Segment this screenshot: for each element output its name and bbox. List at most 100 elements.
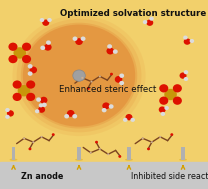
Circle shape bbox=[184, 38, 191, 45]
Circle shape bbox=[151, 141, 153, 143]
Circle shape bbox=[40, 97, 47, 104]
Circle shape bbox=[23, 25, 135, 127]
Circle shape bbox=[159, 136, 161, 138]
Circle shape bbox=[17, 19, 141, 132]
Circle shape bbox=[41, 136, 43, 138]
Ellipse shape bbox=[10, 159, 17, 161]
Circle shape bbox=[12, 15, 146, 136]
Circle shape bbox=[67, 110, 74, 117]
Circle shape bbox=[107, 153, 109, 155]
Circle shape bbox=[8, 43, 17, 51]
Circle shape bbox=[159, 97, 168, 105]
Circle shape bbox=[39, 103, 43, 107]
Circle shape bbox=[26, 93, 35, 101]
Circle shape bbox=[28, 64, 33, 68]
Text: Zn anode: Zn anode bbox=[21, 172, 63, 181]
Bar bbox=[77, 147, 81, 160]
Circle shape bbox=[159, 84, 168, 92]
Circle shape bbox=[106, 48, 114, 54]
Circle shape bbox=[110, 73, 113, 75]
Circle shape bbox=[46, 40, 51, 45]
Ellipse shape bbox=[125, 159, 133, 161]
Circle shape bbox=[119, 74, 124, 78]
Circle shape bbox=[73, 70, 85, 81]
Circle shape bbox=[180, 72, 187, 79]
Circle shape bbox=[146, 19, 153, 26]
Bar bbox=[0, 162, 208, 189]
Circle shape bbox=[26, 80, 35, 89]
Circle shape bbox=[119, 81, 124, 85]
Circle shape bbox=[81, 77, 83, 79]
Circle shape bbox=[125, 114, 132, 120]
Circle shape bbox=[190, 39, 194, 43]
Circle shape bbox=[87, 87, 90, 90]
Circle shape bbox=[44, 44, 52, 51]
Circle shape bbox=[149, 17, 154, 21]
Bar bbox=[181, 147, 185, 160]
Circle shape bbox=[5, 115, 10, 119]
Circle shape bbox=[184, 70, 188, 74]
Text: Enhanced steric effect: Enhanced steric effect bbox=[59, 85, 157, 94]
Circle shape bbox=[173, 84, 182, 92]
Circle shape bbox=[5, 108, 10, 112]
Circle shape bbox=[73, 36, 77, 41]
Circle shape bbox=[72, 114, 77, 119]
Circle shape bbox=[7, 110, 14, 117]
Circle shape bbox=[81, 36, 85, 41]
Circle shape bbox=[18, 85, 30, 96]
Circle shape bbox=[113, 49, 118, 54]
Circle shape bbox=[183, 36, 188, 40]
Circle shape bbox=[21, 23, 137, 129]
Circle shape bbox=[52, 133, 55, 136]
Circle shape bbox=[123, 118, 128, 122]
Circle shape bbox=[173, 97, 182, 105]
Circle shape bbox=[22, 43, 31, 51]
Circle shape bbox=[159, 106, 166, 113]
Circle shape bbox=[42, 103, 47, 107]
Circle shape bbox=[99, 75, 101, 77]
Circle shape bbox=[28, 148, 31, 150]
Circle shape bbox=[95, 141, 98, 143]
Circle shape bbox=[184, 77, 188, 81]
Circle shape bbox=[90, 81, 93, 83]
Circle shape bbox=[23, 137, 25, 139]
Circle shape bbox=[118, 155, 121, 158]
Ellipse shape bbox=[75, 159, 83, 161]
Circle shape bbox=[107, 44, 112, 49]
Circle shape bbox=[102, 108, 107, 112]
Circle shape bbox=[161, 112, 165, 116]
Circle shape bbox=[36, 97, 41, 102]
Circle shape bbox=[147, 148, 150, 150]
Circle shape bbox=[115, 76, 122, 83]
Circle shape bbox=[14, 47, 26, 59]
Circle shape bbox=[130, 118, 135, 122]
Circle shape bbox=[8, 55, 17, 63]
Circle shape bbox=[64, 114, 69, 119]
Circle shape bbox=[170, 133, 173, 136]
Bar bbox=[127, 147, 131, 160]
Circle shape bbox=[42, 19, 49, 26]
Circle shape bbox=[164, 89, 177, 100]
Text: Optimized solvation structure: Optimized solvation structure bbox=[60, 9, 206, 18]
Circle shape bbox=[38, 106, 45, 113]
Circle shape bbox=[35, 109, 40, 113]
Circle shape bbox=[109, 104, 114, 109]
Circle shape bbox=[40, 18, 44, 22]
Ellipse shape bbox=[179, 159, 187, 161]
Circle shape bbox=[102, 102, 110, 109]
Circle shape bbox=[90, 152, 92, 154]
Circle shape bbox=[12, 93, 22, 101]
Text: Inhibited side reactions: Inhibited side reactions bbox=[131, 172, 208, 181]
Circle shape bbox=[99, 148, 101, 150]
Circle shape bbox=[32, 141, 34, 143]
Circle shape bbox=[143, 20, 147, 24]
Circle shape bbox=[22, 55, 31, 63]
Circle shape bbox=[30, 67, 37, 73]
Circle shape bbox=[28, 71, 33, 76]
Circle shape bbox=[12, 80, 22, 89]
Circle shape bbox=[40, 46, 45, 50]
Circle shape bbox=[142, 137, 144, 139]
Circle shape bbox=[47, 18, 52, 22]
Bar bbox=[12, 147, 15, 160]
Circle shape bbox=[75, 38, 83, 45]
